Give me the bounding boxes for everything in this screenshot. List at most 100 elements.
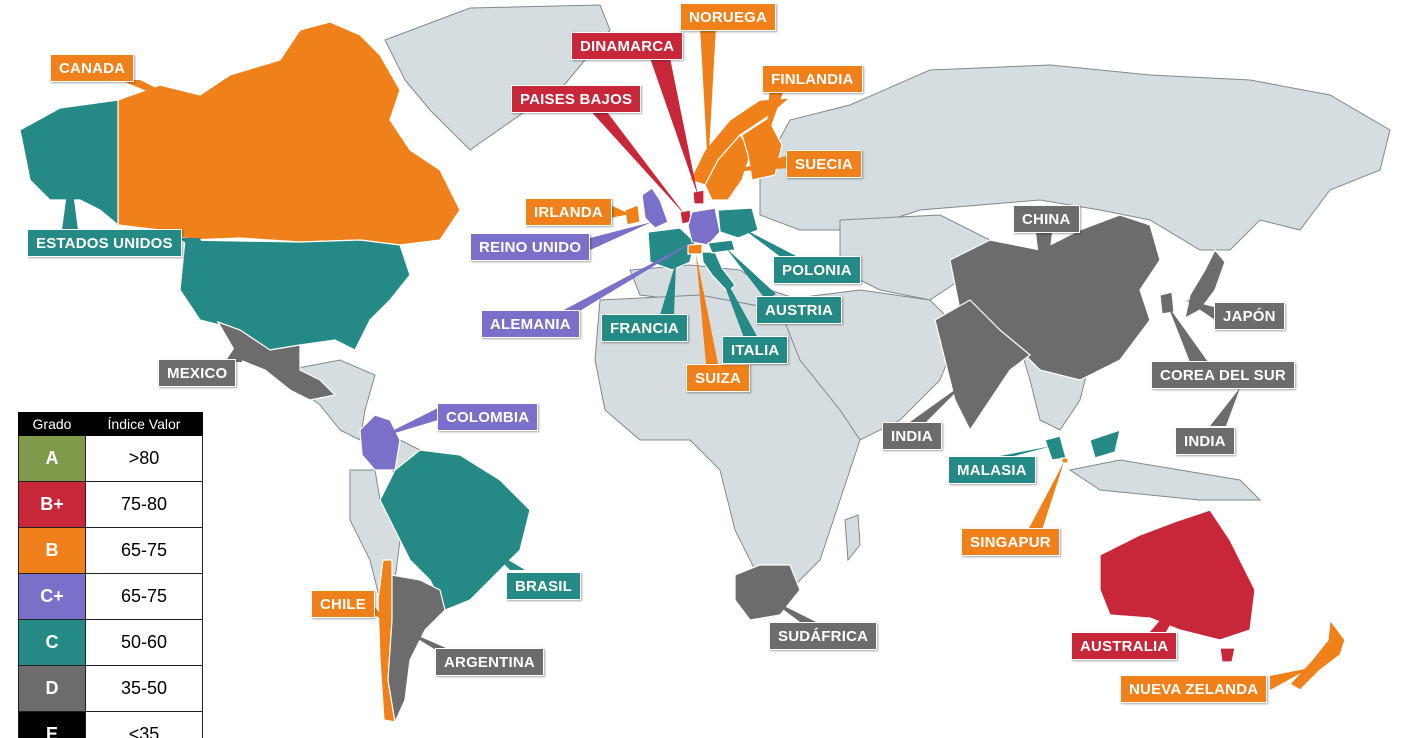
leader-india xyxy=(910,382,966,422)
leader-estados-unidos xyxy=(180,238,210,265)
label-italia: ITALIA xyxy=(722,336,789,364)
country-austria xyxy=(707,239,736,254)
country-singapur xyxy=(1061,457,1069,464)
label-colombia: COLOMBIA xyxy=(437,403,539,431)
country-australia xyxy=(1099,509,1256,641)
leader-suiza xyxy=(696,254,718,364)
label-suiza: SUIZA xyxy=(686,364,750,392)
label-paises-bajos: PAISES BAJOS xyxy=(511,85,642,113)
label-mexico: MEXICO xyxy=(158,359,237,387)
legend-header-value: Índice Valor xyxy=(85,412,203,436)
legend-row: B+ 75-80 xyxy=(18,481,203,528)
leader-sudafrica xyxy=(768,598,816,622)
legend-grade-swatch: E xyxy=(18,711,86,738)
label-suecia: SUECIA xyxy=(786,150,862,178)
legend-row: C+ 65-75 xyxy=(18,573,203,620)
label-china: CHINA xyxy=(1013,205,1080,233)
leader-alemania xyxy=(560,238,700,312)
leader-malasia xyxy=(1000,446,1052,456)
leader-dinamarca xyxy=(650,58,698,196)
label-austria: AUSTRIA xyxy=(756,296,843,324)
country-dinamarca xyxy=(692,189,705,205)
leader-mexico xyxy=(225,340,242,362)
label-sudafrica: SUDÁFRICA xyxy=(769,622,878,650)
legend-value: 35-50 xyxy=(85,665,203,712)
country-irlanda xyxy=(624,204,641,226)
country-malasia-borneo xyxy=(1089,429,1121,459)
country-brasil xyxy=(379,449,531,611)
leader-finlandia xyxy=(766,84,786,140)
label-polonia: POLONIA xyxy=(773,256,861,284)
leader-singapur xyxy=(1028,462,1064,530)
legend-row: A >80 xyxy=(18,435,203,482)
label-malasia: MALASIA xyxy=(948,456,1036,484)
leader-estados-unidos-alaska xyxy=(62,170,78,230)
leader-colombia xyxy=(378,408,438,438)
leader-suecia xyxy=(728,155,790,172)
label-alemania: ALEMANIA xyxy=(481,310,580,338)
leader-japon xyxy=(1186,300,1218,322)
label-francia: FRANCIA xyxy=(601,314,688,342)
legend-value: 65-75 xyxy=(85,527,203,574)
land-greenland xyxy=(384,4,611,151)
legend-grade-swatch: C+ xyxy=(18,573,86,620)
legend-grade-swatch: A xyxy=(18,435,86,482)
leader-polonia xyxy=(742,228,796,258)
legend-grade-swatch: B+ xyxy=(18,481,86,528)
country-nueva-zelanda xyxy=(1289,618,1346,691)
legend-row: D 35-50 xyxy=(18,665,203,712)
country-alemania xyxy=(687,207,721,246)
leader-corea-del-sur xyxy=(1168,306,1208,362)
graded-countries xyxy=(19,21,1346,725)
country-corea-del-sur xyxy=(1159,291,1175,315)
country-malasia xyxy=(1044,435,1067,461)
legend-value: 65-75 xyxy=(85,573,203,620)
legend-value: >80 xyxy=(85,435,203,482)
country-suecia xyxy=(704,134,753,201)
leader-australia xyxy=(1150,578,1196,632)
legend-grade-swatch: D xyxy=(18,665,86,712)
country-tasmania xyxy=(1219,647,1236,663)
land-indonesia xyxy=(1068,459,1262,501)
country-india xyxy=(934,299,1031,432)
land-madagascar xyxy=(844,514,861,562)
leader-paises-bajos xyxy=(588,108,686,216)
legend-header-row: Grado Índice Valor xyxy=(18,412,203,436)
leader-noruega xyxy=(700,26,716,170)
label-finlandia: FINLANDIA xyxy=(762,65,863,93)
label-estados-unidos: ESTADOS UNIDOS xyxy=(27,229,182,257)
legend-value: 75-80 xyxy=(85,481,203,528)
label-brasil: BRASIL xyxy=(506,572,582,600)
legend-value: 50-60 xyxy=(85,619,203,666)
country-japon xyxy=(1184,248,1226,320)
leader-canada xyxy=(120,80,230,125)
leader-argentina xyxy=(400,628,446,650)
label-nueva-zelanda: NUEVA ZELANDA xyxy=(1120,675,1268,703)
legend-grade-swatch: C xyxy=(18,619,86,666)
country-alaska xyxy=(19,99,119,227)
country-canada xyxy=(117,21,461,246)
leader-china xyxy=(1036,232,1052,300)
legend-row: E <35 xyxy=(18,711,203,738)
leader-nueva-zelanda xyxy=(1270,668,1310,690)
country-mexico xyxy=(216,320,337,401)
label-japon: JAPÓN xyxy=(1214,302,1285,330)
country-suiza xyxy=(687,243,703,255)
leader-brasil xyxy=(488,548,525,570)
legend-row: B 65-75 xyxy=(18,527,203,574)
country-estados-unidos xyxy=(179,239,411,351)
leader-reino-unido xyxy=(590,222,652,250)
legend-row: C 50-60 xyxy=(18,619,203,666)
leader-pointers xyxy=(62,26,1310,690)
legend-grade-swatch: B xyxy=(18,527,86,574)
label-singapur: SINGAPUR xyxy=(961,528,1060,556)
leader-francia xyxy=(660,262,676,315)
leader-india-east xyxy=(1210,388,1240,426)
legend-header-grade: Grado xyxy=(18,412,86,436)
label-dinamarca: DINAMARCA xyxy=(571,32,684,60)
label-india-east: INDIA xyxy=(1175,427,1235,455)
country-reino-unido xyxy=(641,187,669,229)
label-irlanda: IRLANDA xyxy=(525,198,612,226)
leader-irlanda xyxy=(610,205,630,218)
